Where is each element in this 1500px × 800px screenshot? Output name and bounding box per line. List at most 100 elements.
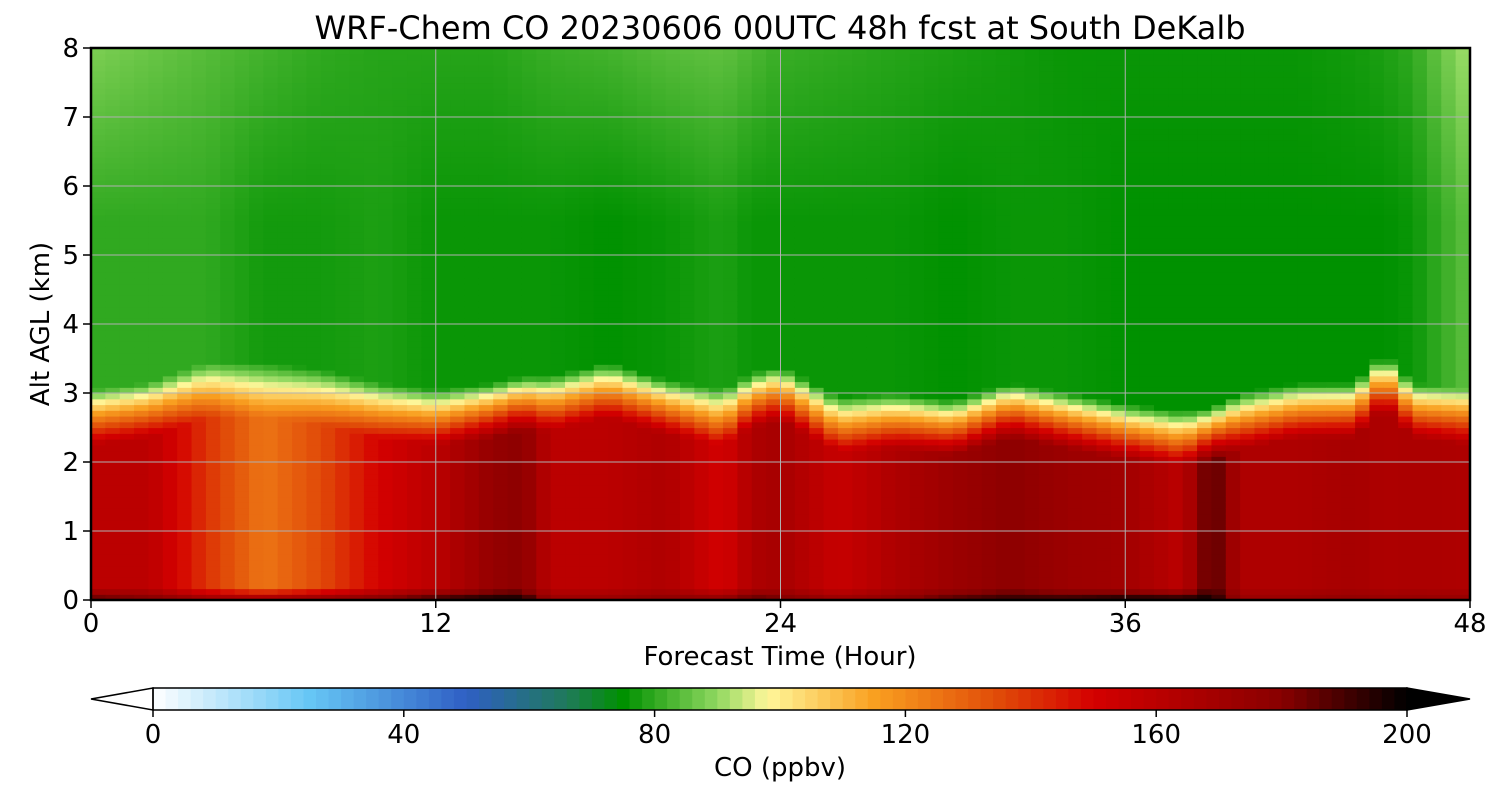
heatmap-cell bbox=[708, 117, 724, 124]
heatmap-cell bbox=[521, 191, 537, 199]
heatmap-cell bbox=[521, 140, 537, 147]
heatmap-cell bbox=[622, 456, 638, 463]
heatmap-cell bbox=[723, 272, 738, 279]
heatmap-cell bbox=[579, 214, 595, 222]
heatmap-cell bbox=[407, 243, 422, 250]
heatmap-cell bbox=[579, 53, 595, 61]
heatmap-cell bbox=[493, 393, 509, 400]
heatmap-cell bbox=[134, 444, 150, 452]
heatmap-cell bbox=[536, 577, 552, 584]
heatmap-cell bbox=[292, 479, 308, 486]
heatmap-cell bbox=[407, 387, 422, 394]
heatmap-cell bbox=[435, 232, 451, 239]
heatmap-cell bbox=[205, 462, 221, 469]
heatmap-cell bbox=[378, 571, 394, 578]
heatmap-cell bbox=[636, 364, 652, 371]
heatmap-cell bbox=[407, 335, 422, 342]
heatmap-cell bbox=[205, 186, 221, 193]
heatmap-cell bbox=[579, 467, 595, 475]
heatmap-cell bbox=[794, 151, 810, 158]
heatmap-cell bbox=[306, 416, 322, 423]
heatmap-cell bbox=[809, 421, 825, 429]
heatmap-cell bbox=[737, 65, 753, 72]
heatmap-cell bbox=[306, 559, 322, 567]
heatmap-cell bbox=[392, 197, 408, 204]
heatmap-cell bbox=[493, 301, 509, 308]
heatmap-cell bbox=[507, 145, 523, 153]
heatmap-cell bbox=[363, 358, 379, 365]
heatmap-cell bbox=[119, 237, 135, 245]
heatmap-cell bbox=[679, 151, 695, 158]
heatmap-cell bbox=[205, 140, 221, 147]
heatmap-cell bbox=[177, 65, 193, 72]
heatmap-cell bbox=[780, 554, 796, 561]
heatmap-cell bbox=[378, 53, 394, 61]
heatmap-cell bbox=[636, 140, 652, 147]
heatmap-cell bbox=[565, 381, 580, 388]
heatmap-cell bbox=[162, 352, 178, 360]
heatmap-cell bbox=[679, 99, 695, 107]
heatmap-cell bbox=[263, 404, 279, 411]
heatmap-cell bbox=[636, 203, 652, 210]
heatmap-cell bbox=[651, 490, 667, 498]
heatmap-cell bbox=[177, 329, 193, 337]
heatmap-cell bbox=[421, 209, 437, 216]
heatmap-cell bbox=[435, 347, 451, 354]
heatmap-cell bbox=[608, 220, 624, 227]
heatmap-cell bbox=[421, 548, 437, 555]
heatmap-cell bbox=[608, 542, 624, 549]
heatmap-cell bbox=[608, 122, 624, 130]
heatmap-cell bbox=[536, 65, 552, 72]
heatmap-cell bbox=[234, 59, 250, 66]
heatmap-cell bbox=[651, 548, 667, 555]
heatmap-cell bbox=[507, 260, 523, 268]
heatmap-cell bbox=[421, 358, 437, 365]
heatmap-cell bbox=[794, 226, 810, 233]
heatmap-cell bbox=[191, 490, 207, 498]
heatmap-cell bbox=[220, 324, 236, 331]
heatmap-cell bbox=[177, 163, 193, 170]
heatmap-cell bbox=[550, 283, 566, 291]
heatmap-cell bbox=[263, 71, 279, 78]
heatmap-cell bbox=[320, 393, 336, 400]
heatmap-cell bbox=[220, 134, 236, 141]
heatmap-cell bbox=[780, 295, 796, 302]
heatmap-cell bbox=[521, 237, 537, 245]
heatmap-cell bbox=[105, 318, 121, 325]
heatmap-cell bbox=[708, 203, 724, 210]
heatmap-cell bbox=[665, 214, 681, 222]
heatmap-cell bbox=[335, 151, 351, 158]
heatmap-cell bbox=[593, 508, 609, 515]
heatmap-cell bbox=[191, 427, 207, 434]
heatmap-cell bbox=[507, 266, 523, 273]
heatmap-cell bbox=[751, 249, 767, 256]
heatmap-cell bbox=[263, 295, 279, 302]
heatmap-cell bbox=[234, 565, 250, 572]
heatmap-cell bbox=[636, 157, 652, 164]
heatmap-cell bbox=[493, 255, 509, 262]
heatmap-cell bbox=[565, 513, 580, 521]
heatmap-cell bbox=[593, 496, 609, 503]
heatmap-cell bbox=[579, 197, 595, 204]
heatmap-cell bbox=[134, 226, 150, 233]
heatmap-cell bbox=[493, 398, 509, 406]
heatmap-cell bbox=[292, 157, 308, 164]
heatmap-cell bbox=[191, 145, 207, 153]
heatmap-cell bbox=[565, 559, 580, 567]
heatmap-cell bbox=[651, 496, 667, 503]
heatmap-cell bbox=[407, 71, 422, 78]
heatmap-cell bbox=[263, 128, 279, 135]
heatmap-cell bbox=[708, 111, 724, 118]
heatmap-cell bbox=[392, 151, 408, 158]
heatmap-cell bbox=[263, 508, 279, 515]
heatmap-cell bbox=[636, 536, 652, 544]
heatmap-cell bbox=[119, 404, 135, 411]
heatmap-cell bbox=[105, 157, 121, 164]
heatmap-cell bbox=[335, 536, 351, 544]
heatmap-cell bbox=[478, 174, 494, 181]
heatmap-cell bbox=[593, 450, 609, 457]
heatmap-cell bbox=[378, 565, 394, 572]
heatmap-cell bbox=[694, 433, 710, 440]
heatmap-cell bbox=[823, 450, 839, 457]
heatmap-cell bbox=[450, 571, 466, 578]
